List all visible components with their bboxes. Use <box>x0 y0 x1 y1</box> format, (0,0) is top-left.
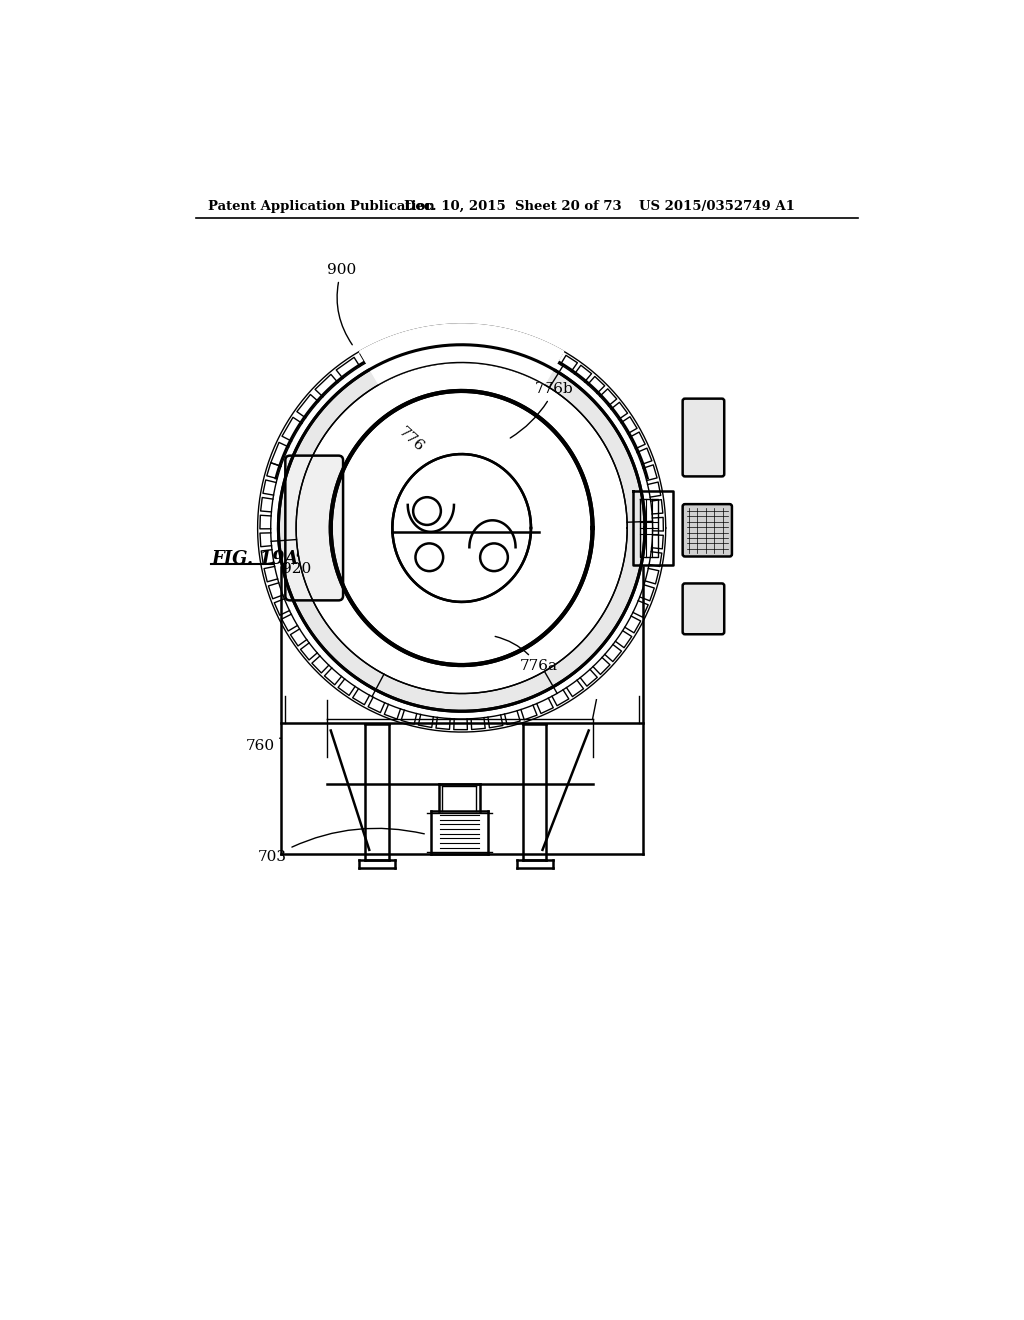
Text: FIG. 19A: FIG. 19A <box>211 550 299 568</box>
Text: 920: 920 <box>283 554 311 576</box>
Text: 760: 760 <box>246 739 274 752</box>
Polygon shape <box>279 345 645 711</box>
FancyBboxPatch shape <box>683 583 724 635</box>
Text: 703: 703 <box>258 829 424 865</box>
Polygon shape <box>359 323 563 384</box>
Text: 900: 900 <box>327 263 356 345</box>
FancyBboxPatch shape <box>683 399 724 477</box>
Text: 776b: 776b <box>510 383 573 438</box>
Text: 776: 776 <box>396 425 427 454</box>
FancyBboxPatch shape <box>286 455 343 601</box>
FancyBboxPatch shape <box>683 504 732 557</box>
Text: Patent Application Publication: Patent Application Publication <box>208 199 434 213</box>
Text: Dec. 10, 2015  Sheet 20 of 73: Dec. 10, 2015 Sheet 20 of 73 <box>403 199 622 213</box>
Text: 776a: 776a <box>496 636 557 673</box>
Text: US 2015/0352749 A1: US 2015/0352749 A1 <box>639 199 795 213</box>
